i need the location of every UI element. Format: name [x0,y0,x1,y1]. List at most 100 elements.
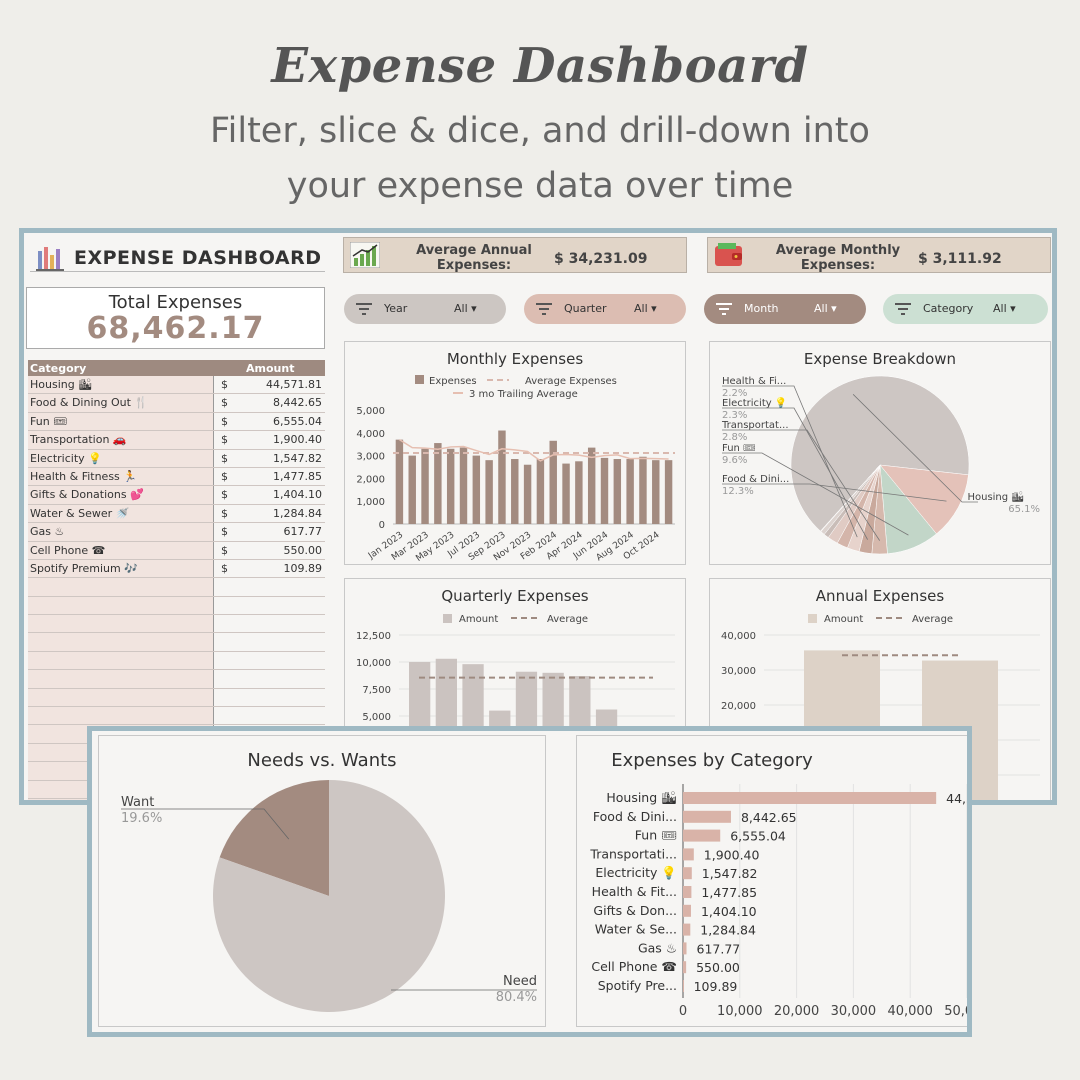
trailing-average-line [399,439,669,462]
expenses-by-category-chart: Expenses by Category 0 10,000 20,000 30,000… [576,735,967,1027]
header-amount: Amount [246,362,295,375]
slicer-dropdown[interactable]: All ▾ [454,302,477,315]
monthly-bar [587,447,596,524]
chart-title: Quarterly Expenses [441,587,589,605]
filter-line [719,308,729,310]
filter-line [356,303,372,305]
breakdown-chart-svg: Housing 🏙65.1% Food & Dini...12.3% Fun 🎟9.… [721,375,1040,555]
y-tick-label: 3,000 [356,452,385,463]
monthly-bar [549,440,557,524]
category-label: Housing 🏙 [606,790,677,805]
slicer-dropdown[interactable]: All ▾ [634,302,657,315]
category-cell: Fun 🎟 [28,412,214,431]
dashboard-sheet: EXPENSE DASHBOARD Average Annual Expense… [24,233,1052,800]
table-row: Gifts & Donations 💕 $1,404.10 [28,486,325,505]
amount-value: 8,442.65 [273,396,322,410]
category-cell [28,596,214,615]
pie-slice [790,375,970,532]
slicer-dropdown[interactable]: All ▾ [814,302,837,315]
table-row-empty [28,596,325,616]
y-tick-label: 7,500 [362,685,391,696]
dashboard-title-bar: EXPENSE DASHBOARD [30,241,325,272]
category-name: Water & Sewer 🚿 [30,506,130,520]
category-chart-svg: 0 10,000 20,000 30,000 40,000 50,000 Housing 🏙… [589,784,967,1019]
table-row: Food & Dining Out 🍴 $8,442.65 [28,394,325,413]
value-label: 44,571.81 [946,791,967,806]
kpi-monthly-label: Average Monthly Expenses: [775,243,901,273]
currency-symbol: $ [221,525,228,539]
legend-trailing: 3 mo Trailing Average [469,389,578,400]
category-cell: Electricity 💡 [28,449,214,467]
category-name: Gifts & Donations 💕 [30,488,144,502]
slicer-label: Month [744,302,779,315]
slicer-year[interactable]: Year All ▾ [344,294,506,324]
value-label: 8,442.65 [741,810,797,825]
category-bar [683,942,687,955]
filter-icon [536,303,552,315]
legend-amount: Amount [459,614,498,625]
category-cell [28,615,214,633]
y-tick-label: 30,000 [721,666,756,677]
table-row: Health & Fitness 🏃 $1,477.85 [28,467,325,487]
pie-pct-want: 19.6% [121,811,162,826]
kpi-annual-value: $ 34,231.09 [554,251,648,267]
y-tick-label: 20,000 [721,701,756,712]
monthly-bar [652,460,660,524]
legend-average: Average Expenses [525,376,617,387]
category-cell: Transportation 🚗 [28,431,214,449]
monthly-bar [575,461,583,524]
category-cell: Housing 🏙 [28,376,214,394]
kpi-annual-label: Average Annual Expenses: [416,243,532,273]
slicer-month[interactable]: Month All ▾ [704,294,866,324]
table-row-empty [28,707,325,726]
value-label: 1,284.84 [700,923,756,938]
table-row: Transportation 🚗 $1,900.40 [28,431,325,450]
value-label: 617.77 [697,941,741,956]
table-header: Category Amount [28,360,325,376]
value-label: 1,900.40 [704,847,760,862]
y-tick-label: 5,000 [356,406,385,417]
kpi-monthly-value: $ 3,111.92 [918,251,1002,267]
x-tick-label: 10,000 [717,1004,763,1019]
filter-line [895,303,911,305]
category-bar [683,904,691,917]
amount-value: 6,555.04 [273,414,322,428]
table-row: Spotify Premium 🎶 $109.89 [28,559,325,579]
currency-symbol: $ [221,414,228,428]
monthly-bar [485,460,493,524]
currency-symbol: $ [221,488,228,502]
y-tick-label: 40,000 [721,631,756,642]
amount-value: 44,571.81 [266,378,322,391]
total-expenses-card: Total Expenses 68,462.17 [26,287,325,349]
monthly-bar [600,457,609,524]
wallet-icon [715,243,742,266]
category-label: Electricity 💡 [595,865,677,880]
slicer-quarter[interactable]: Quarter All ▾ [524,294,686,324]
legend-average: Average [912,614,953,625]
currency-symbol: $ [221,561,228,575]
pie-label: Fun 🎟 [722,443,756,454]
category-name: Food & Dining Out 🍴 [30,396,149,410]
chart-title: Expense Breakdown [803,350,957,368]
pie-pct: 9.6% [722,455,747,466]
category-cell: Health & Fitness 🏃 [28,467,214,486]
category-bar [683,792,937,804]
slicer-category[interactable]: Category All ▾ [883,294,1048,324]
pie-slice-need [213,780,445,1012]
slicer-dropdown[interactable]: All ▾ [993,302,1016,315]
pie-pct: 2.3% [722,410,747,421]
legend-swatch-amount [808,614,817,623]
monthly-bar [434,443,442,524]
category-bar [683,867,692,880]
monthly-bar [446,448,455,524]
pie-pct: 2.2% [722,388,747,399]
amount-value: 1,477.85 [273,469,322,483]
monthly-bar [613,459,622,524]
growth-chart-icon [350,242,380,268]
value-label: 109.89 [694,979,738,994]
category-cell: Cell Phone ☎ [28,541,214,559]
monthly-expenses-chart: Monthly Expenses Expenses Average Expense… [344,341,686,565]
category-name: Health & Fitness 🏃 [30,469,137,483]
hero-subtitle: Filter, slice & dice, and drill-down int… [210,111,870,206]
x-tick-label: 30,000 [831,1004,877,1019]
